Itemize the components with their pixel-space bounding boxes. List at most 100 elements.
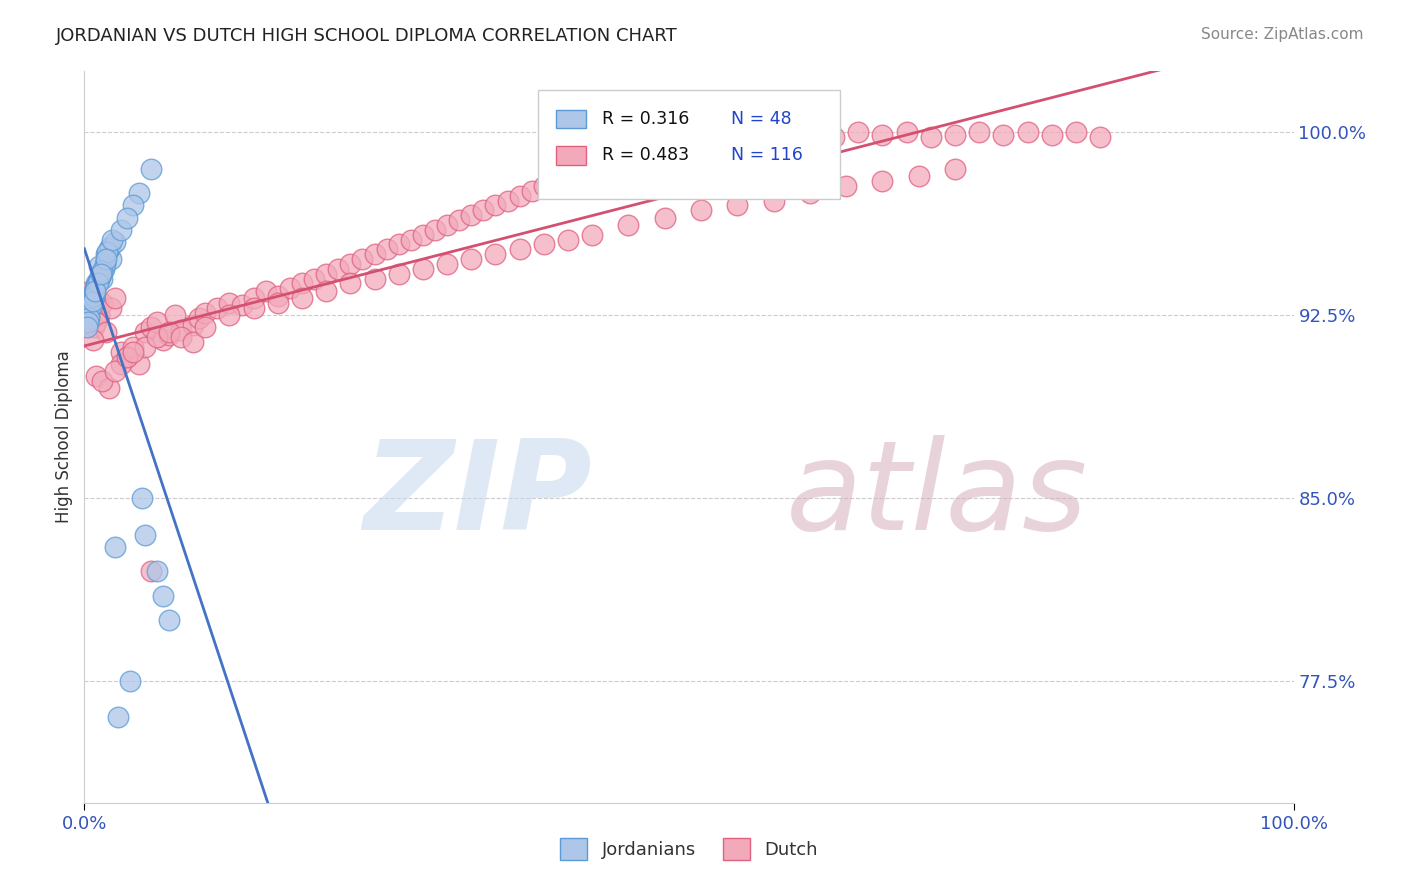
Point (86, 316, 108, 330)
Point (134, 325, 156, 339)
Point (121, 344, 143, 359)
Point (165, 308, 187, 322)
Point (218, 308, 240, 322)
Point (775, 128, 797, 142)
Text: N = 48: N = 48 (731, 110, 792, 128)
Legend: Jordanians, Dutch: Jordanians, Dutch (553, 830, 825, 867)
Point (846, 125, 869, 139)
Point (581, 160, 603, 174)
Point (91, 271, 114, 285)
Point (77, 310, 100, 325)
Point (363, 271, 385, 285)
Point (460, 252, 482, 266)
Point (96, 244, 118, 259)
Point (115, 350, 138, 364)
Point (920, 130, 942, 145)
Point (82, 293, 104, 308)
Point (896, 125, 918, 139)
Point (690, 203, 713, 218)
Point (120, 673, 142, 688)
Point (436, 218, 458, 232)
Point (436, 257, 458, 271)
Point (152, 589, 174, 603)
Point (1040, 128, 1063, 142)
Point (128, 357, 150, 371)
Point (87, 260, 110, 274)
Point (152, 333, 174, 347)
Point (1064, 125, 1087, 139)
Point (544, 174, 567, 188)
Point (654, 145, 676, 159)
Y-axis label: High School Diploma: High School Diploma (55, 351, 73, 524)
Point (291, 277, 314, 291)
Point (134, 340, 156, 354)
Point (104, 235, 127, 249)
Point (131, 491, 153, 505)
Point (77, 301, 100, 315)
Point (375, 243, 398, 257)
Point (146, 564, 169, 578)
Point (484, 198, 506, 212)
Point (87, 308, 110, 322)
Point (725, 130, 748, 145)
Point (799, 186, 821, 201)
Point (472, 203, 495, 218)
Point (89, 269, 111, 284)
Point (207, 301, 229, 315)
Point (83, 284, 105, 298)
Text: N = 116: N = 116 (731, 146, 803, 164)
Point (267, 296, 290, 310)
Point (605, 154, 627, 169)
Point (100, 252, 122, 266)
Point (170, 330, 193, 344)
Point (110, 357, 132, 371)
Point (80, 298, 103, 312)
FancyBboxPatch shape (538, 90, 841, 200)
Point (388, 237, 411, 252)
Point (509, 243, 531, 257)
Point (423, 223, 446, 237)
Point (751, 125, 773, 139)
Point (388, 267, 411, 281)
Point (101, 233, 124, 247)
Point (967, 125, 990, 139)
Point (86, 274, 108, 288)
Point (315, 267, 337, 281)
Point (835, 178, 858, 193)
Point (139, 564, 162, 578)
Point (115, 211, 138, 225)
Point (654, 211, 676, 225)
Point (630, 150, 652, 164)
Point (617, 218, 640, 232)
Point (399, 233, 422, 247)
Point (79, 296, 101, 310)
Bar (555, 110, 586, 128)
Point (84, 284, 107, 298)
Point (94, 325, 117, 339)
Point (90, 267, 112, 281)
Text: ZIP: ZIP (364, 435, 592, 556)
Point (134, 527, 156, 541)
Point (328, 261, 350, 276)
Point (107, 710, 129, 724)
Text: atlas: atlas (786, 435, 1088, 556)
Bar (555, 146, 586, 165)
Point (94, 252, 117, 266)
Text: Source: ZipAtlas.com: Source: ZipAtlas.com (1201, 27, 1364, 42)
Point (242, 291, 264, 305)
Point (557, 169, 579, 184)
Point (104, 364, 127, 378)
Point (115, 350, 138, 364)
Point (943, 161, 966, 176)
Point (254, 284, 277, 298)
Point (496, 194, 519, 208)
Point (352, 252, 374, 266)
Point (76, 320, 98, 334)
Point (267, 288, 290, 302)
Point (139, 320, 162, 334)
Point (91, 374, 114, 388)
Point (110, 223, 132, 237)
Point (146, 330, 169, 344)
Point (460, 208, 482, 222)
Point (1017, 125, 1039, 139)
